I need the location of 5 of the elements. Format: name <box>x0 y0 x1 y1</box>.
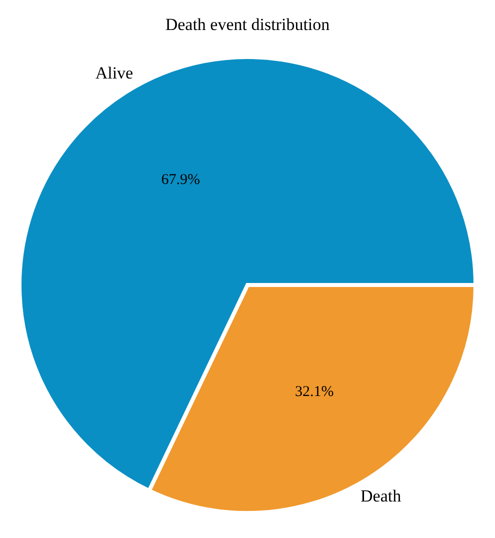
chart-title: Death event distribution <box>165 15 330 34</box>
data-label: 67.9% <box>161 172 200 188</box>
data-label: 32.1% <box>294 384 334 400</box>
slice-label: Death <box>360 486 402 506</box>
slice-label: Alive <box>95 64 134 82</box>
